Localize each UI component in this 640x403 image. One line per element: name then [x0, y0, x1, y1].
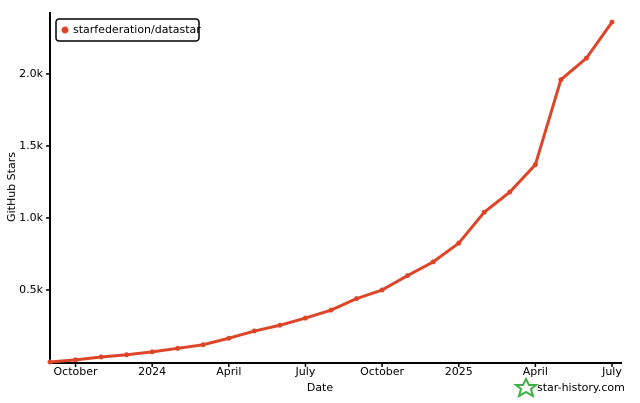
x-tick-label: October	[54, 365, 98, 378]
data-point	[226, 335, 232, 341]
data-point	[200, 342, 206, 348]
data-point	[430, 259, 436, 265]
data-point	[481, 209, 487, 215]
legend-box	[55, 18, 200, 42]
x-tick-label: April	[216, 365, 241, 378]
data-point	[609, 19, 615, 25]
watermark: star-history.com	[537, 381, 625, 394]
y-tick-label: 0.5k	[19, 283, 43, 296]
x-tick-label: October	[360, 365, 404, 378]
data-point	[558, 77, 564, 83]
x-axis-title: Date	[307, 381, 334, 394]
data-point	[328, 307, 334, 313]
y-tick-label: 1.5k	[19, 139, 43, 152]
data-point	[124, 352, 130, 358]
legend-label: starfederation/datastar	[73, 23, 201, 36]
data-point	[507, 189, 513, 195]
data-point	[251, 328, 257, 334]
y-tick-label: 2.0k	[19, 67, 43, 80]
data-point	[583, 55, 589, 61]
data-point	[73, 357, 79, 363]
data-point	[354, 296, 360, 302]
x-tick-label: July	[601, 365, 622, 378]
data-point	[379, 287, 385, 293]
data-point	[302, 315, 308, 321]
data-point	[98, 354, 104, 360]
data-point	[47, 359, 53, 365]
x-tick-label: July	[295, 365, 316, 378]
y-axis-title: GitHub Stars	[5, 152, 18, 222]
x-tick-label: April	[523, 365, 548, 378]
data-point	[149, 349, 155, 355]
legend-swatch	[61, 26, 69, 34]
x-tick-label: 2025	[445, 365, 473, 378]
data-point	[456, 240, 462, 246]
data-point	[532, 162, 538, 168]
x-tick-label: 2024	[138, 365, 166, 378]
data-point	[405, 273, 411, 279]
data-point	[277, 322, 283, 328]
data-point	[175, 345, 181, 351]
y-tick-label: 1.0k	[19, 211, 43, 224]
watermark-icon	[513, 376, 539, 399]
